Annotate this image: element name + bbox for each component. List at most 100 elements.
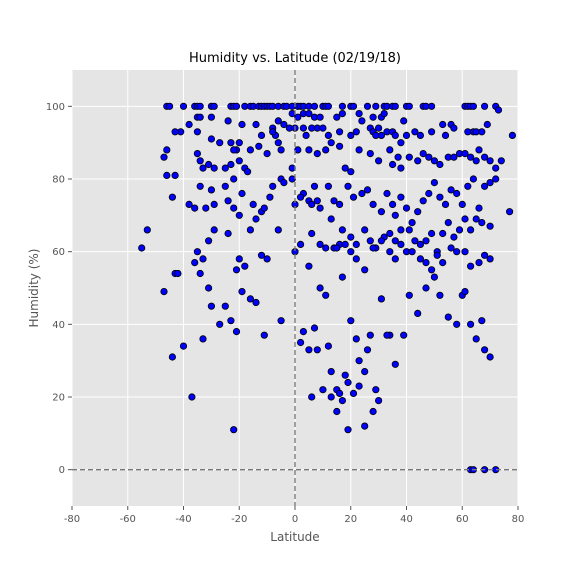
data-point [333, 407, 341, 416]
data-point [305, 262, 313, 270]
data-point [224, 229, 232, 238]
data-point [338, 226, 346, 234]
data-point [333, 244, 341, 252]
data-point [480, 182, 489, 190]
data-point [210, 200, 218, 208]
data-point [469, 102, 477, 110]
data-point [313, 150, 321, 158]
data-point [246, 226, 254, 234]
data-point [427, 128, 436, 136]
data-point [453, 320, 461, 328]
x-tick-label: -80 [64, 514, 80, 525]
data-point [469, 175, 477, 183]
data-point [196, 157, 204, 165]
data-point [358, 117, 366, 125]
data-point [238, 120, 246, 129]
data-point [335, 200, 344, 208]
data-point [461, 287, 469, 296]
data-point [168, 193, 176, 201]
data-point [193, 248, 201, 256]
data-point [461, 215, 469, 223]
data-point [338, 102, 346, 110]
data-point [193, 128, 201, 136]
data-point [391, 131, 399, 139]
y-axis-label: Humidity (%) [27, 249, 41, 328]
data-point [441, 200, 450, 208]
data-point [327, 367, 335, 376]
data-point [377, 237, 385, 245]
data-point [475, 146, 483, 154]
data-point [349, 193, 358, 201]
data-point [372, 102, 380, 110]
data-point [411, 128, 419, 136]
data-point [416, 255, 424, 263]
data-point [185, 120, 193, 129]
data-point [179, 102, 188, 110]
data-point [397, 164, 405, 172]
data-point [196, 113, 204, 121]
data-point [199, 335, 207, 343]
x-tick-label: -60 [120, 514, 136, 525]
data-point [422, 258, 430, 267]
data-point [205, 160, 213, 169]
y-tick-label: 20 [52, 393, 65, 404]
data-point [402, 131, 411, 139]
data-point [310, 102, 319, 110]
chart-title: Humidity vs. Latitude (02/19/18) [189, 51, 401, 66]
data-point [430, 273, 438, 281]
data-point [400, 117, 408, 125]
data-point [464, 182, 472, 190]
data-point [347, 317, 355, 325]
data-point [388, 200, 397, 208]
data-point [366, 331, 374, 339]
data-point [324, 131, 332, 139]
data-point [483, 120, 491, 129]
data-point [210, 164, 218, 172]
data-point [179, 342, 188, 350]
data-point [324, 182, 332, 190]
x-tick-label: -40 [175, 514, 191, 525]
data-point [478, 128, 486, 136]
data-point [450, 153, 458, 161]
data-point [335, 128, 344, 136]
data-point [230, 426, 238, 434]
data-point [249, 200, 257, 208]
data-point [374, 157, 383, 165]
data-point [427, 102, 436, 110]
data-point [210, 226, 218, 234]
data-point [453, 248, 461, 256]
data-point [316, 204, 324, 212]
data-point [230, 175, 238, 183]
data-point [252, 215, 260, 223]
data-point [492, 175, 500, 183]
data-point [439, 258, 447, 267]
data-point [196, 269, 204, 278]
data-point [230, 146, 238, 154]
data-point [196, 182, 204, 190]
data-point [224, 197, 232, 205]
data-point [335, 389, 344, 397]
data-point [246, 295, 254, 303]
data-point [402, 204, 411, 212]
data-point [366, 150, 374, 158]
data-point [372, 386, 380, 394]
data-point [433, 251, 441, 259]
data-point [388, 160, 397, 169]
data-point [196, 102, 204, 110]
data-point [280, 120, 288, 129]
data-point [419, 197, 427, 205]
data-point [475, 258, 483, 267]
y-tick-label: 0 [59, 465, 65, 476]
data-point [430, 179, 438, 187]
data-point [386, 229, 394, 238]
x-tick-label: 60 [456, 514, 469, 525]
data-point [324, 342, 332, 350]
data-point [347, 168, 355, 176]
data-point [221, 302, 229, 310]
data-point [310, 324, 319, 332]
data-point [447, 186, 455, 194]
data-point [294, 113, 302, 121]
data-point [441, 131, 450, 139]
data-point [205, 284, 213, 292]
